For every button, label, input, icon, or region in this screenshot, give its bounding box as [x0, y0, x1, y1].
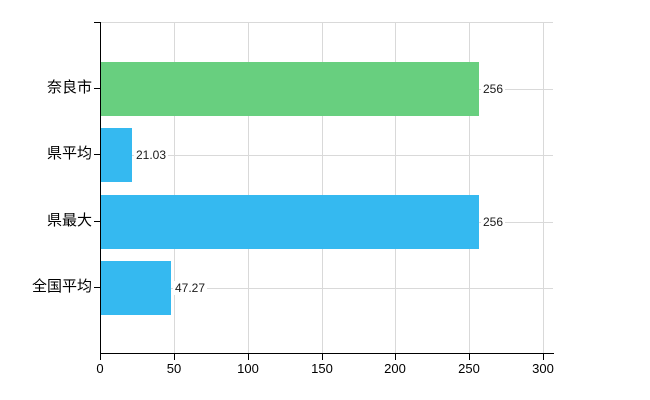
x-tick — [100, 354, 101, 360]
x-tick — [395, 354, 396, 360]
x-tick-label: 0 — [96, 361, 104, 376]
x-tick — [322, 354, 323, 360]
bar-value-label: 47.27 — [173, 281, 208, 295]
category-label: 全国平均 — [31, 278, 92, 295]
x-tick-label: 200 — [384, 361, 406, 376]
y-axis-line — [100, 22, 101, 354]
category-label: 県最大 — [46, 212, 92, 229]
x-tick — [469, 354, 470, 360]
x-tick — [248, 354, 249, 360]
grid-hline — [100, 288, 553, 289]
bar-value-label: 21.03 — [134, 148, 169, 162]
plot-area: 256 21.03 256 47.27 — [100, 22, 553, 354]
grid-hline — [100, 155, 553, 156]
x-tick-label: 250 — [458, 361, 480, 376]
y-tick — [94, 22, 100, 23]
bar — [101, 261, 171, 315]
x-tick-label: 50 — [166, 361, 182, 376]
x-tick-label: 150 — [311, 361, 333, 376]
grid-vline — [543, 23, 544, 354]
bar — [101, 128, 132, 182]
bar-value-label: 256 — [481, 215, 506, 229]
x-tick — [174, 354, 175, 360]
grid-vline — [395, 23, 396, 354]
y-tick — [94, 88, 100, 89]
grid-vline — [322, 23, 323, 354]
x-tick — [543, 354, 544, 360]
bar — [101, 195, 479, 249]
x-axis-line — [100, 353, 554, 354]
x-tick-label: 300 — [532, 361, 554, 376]
grid-vline — [248, 23, 249, 354]
x-tick-label: 100 — [237, 361, 259, 376]
bar-value-label: 256 — [481, 82, 506, 96]
y-tick — [94, 154, 100, 155]
grid-vline — [469, 23, 470, 354]
grid-vline — [174, 23, 175, 354]
bar — [101, 62, 479, 116]
category-label: 奈良市 — [46, 79, 92, 96]
y-tick — [94, 287, 100, 288]
y-tick — [94, 221, 100, 222]
category-label: 県平均 — [46, 145, 92, 162]
